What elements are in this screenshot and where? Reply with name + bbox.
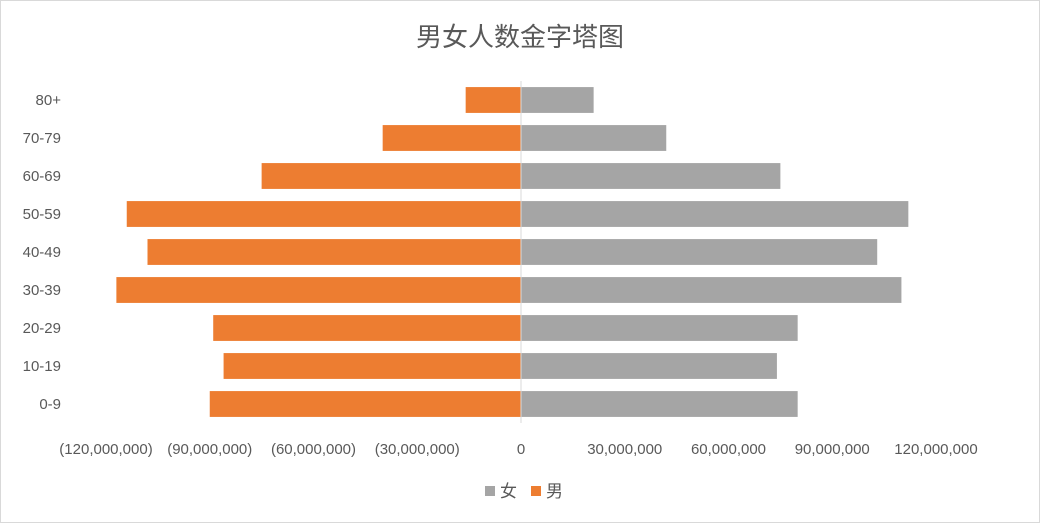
bar-male-50-59 — [126, 201, 521, 227]
bar-female-60-69 — [521, 163, 781, 189]
bars-layer — [116, 87, 909, 417]
x-tick-label: 0 — [517, 441, 525, 458]
bar-male-80+ — [465, 87, 521, 113]
bar-male-70-79 — [382, 125, 521, 151]
bar-male-0-9 — [209, 391, 521, 417]
x-tick-label: 30,000,000 — [587, 441, 662, 458]
bar-female-40-49 — [521, 239, 878, 265]
legend: 女男 — [485, 482, 563, 502]
bar-female-10-19 — [521, 353, 777, 379]
category-labels: 0-9 10-19 20-29 30-39 40-49 50-59 60-69 70-79 80… — [23, 92, 62, 413]
x-tick-label: 60,000,000 — [691, 441, 766, 458]
x-tick-label: (30,000,000) — [375, 441, 460, 458]
category-label: 70-79 — [23, 130, 61, 147]
category-label: 0-9 — [39, 396, 61, 413]
bar-male-40-49 — [147, 239, 521, 265]
category-label: 80+ — [36, 92, 62, 109]
category-label: 60-69 — [23, 168, 61, 185]
category-label: 20-29 — [23, 320, 61, 337]
legend-label-male: 男 — [546, 482, 563, 502]
x-tick-label: (120,000,000) — [59, 441, 152, 458]
legend-swatch-male — [531, 486, 541, 496]
legend-swatch-female — [485, 486, 495, 496]
category-label: 50-59 — [23, 206, 61, 223]
bar-female-70-79 — [521, 125, 667, 151]
bar-male-20-29 — [213, 315, 522, 341]
x-tick-label: 90,000,000 — [795, 441, 870, 458]
x-tick-label: (60,000,000) — [271, 441, 356, 458]
bar-female-30-39 — [521, 277, 902, 303]
bar-male-30-39 — [116, 277, 521, 303]
bar-female-80+ — [521, 87, 594, 113]
legend-label-female: 女 — [500, 482, 517, 502]
bar-female-0-9 — [521, 391, 798, 417]
x-tick-label: (90,000,000) — [167, 441, 252, 458]
chart-title: 男女人数金字塔图 — [416, 23, 624, 53]
category-label: 40-49 — [23, 244, 61, 261]
category-label: 30-39 — [23, 282, 61, 299]
bar-male-60-69 — [261, 163, 521, 189]
x-axis-tick-labels: (120,000,000) (90,000,000) (60,000,000) (30… — [59, 441, 977, 458]
bar-male-10-19 — [223, 353, 522, 379]
bar-female-50-59 — [521, 201, 909, 227]
bar-female-20-29 — [521, 315, 798, 341]
x-tick-label: 120,000,000 — [894, 441, 977, 458]
category-label: 10-19 — [23, 358, 61, 375]
